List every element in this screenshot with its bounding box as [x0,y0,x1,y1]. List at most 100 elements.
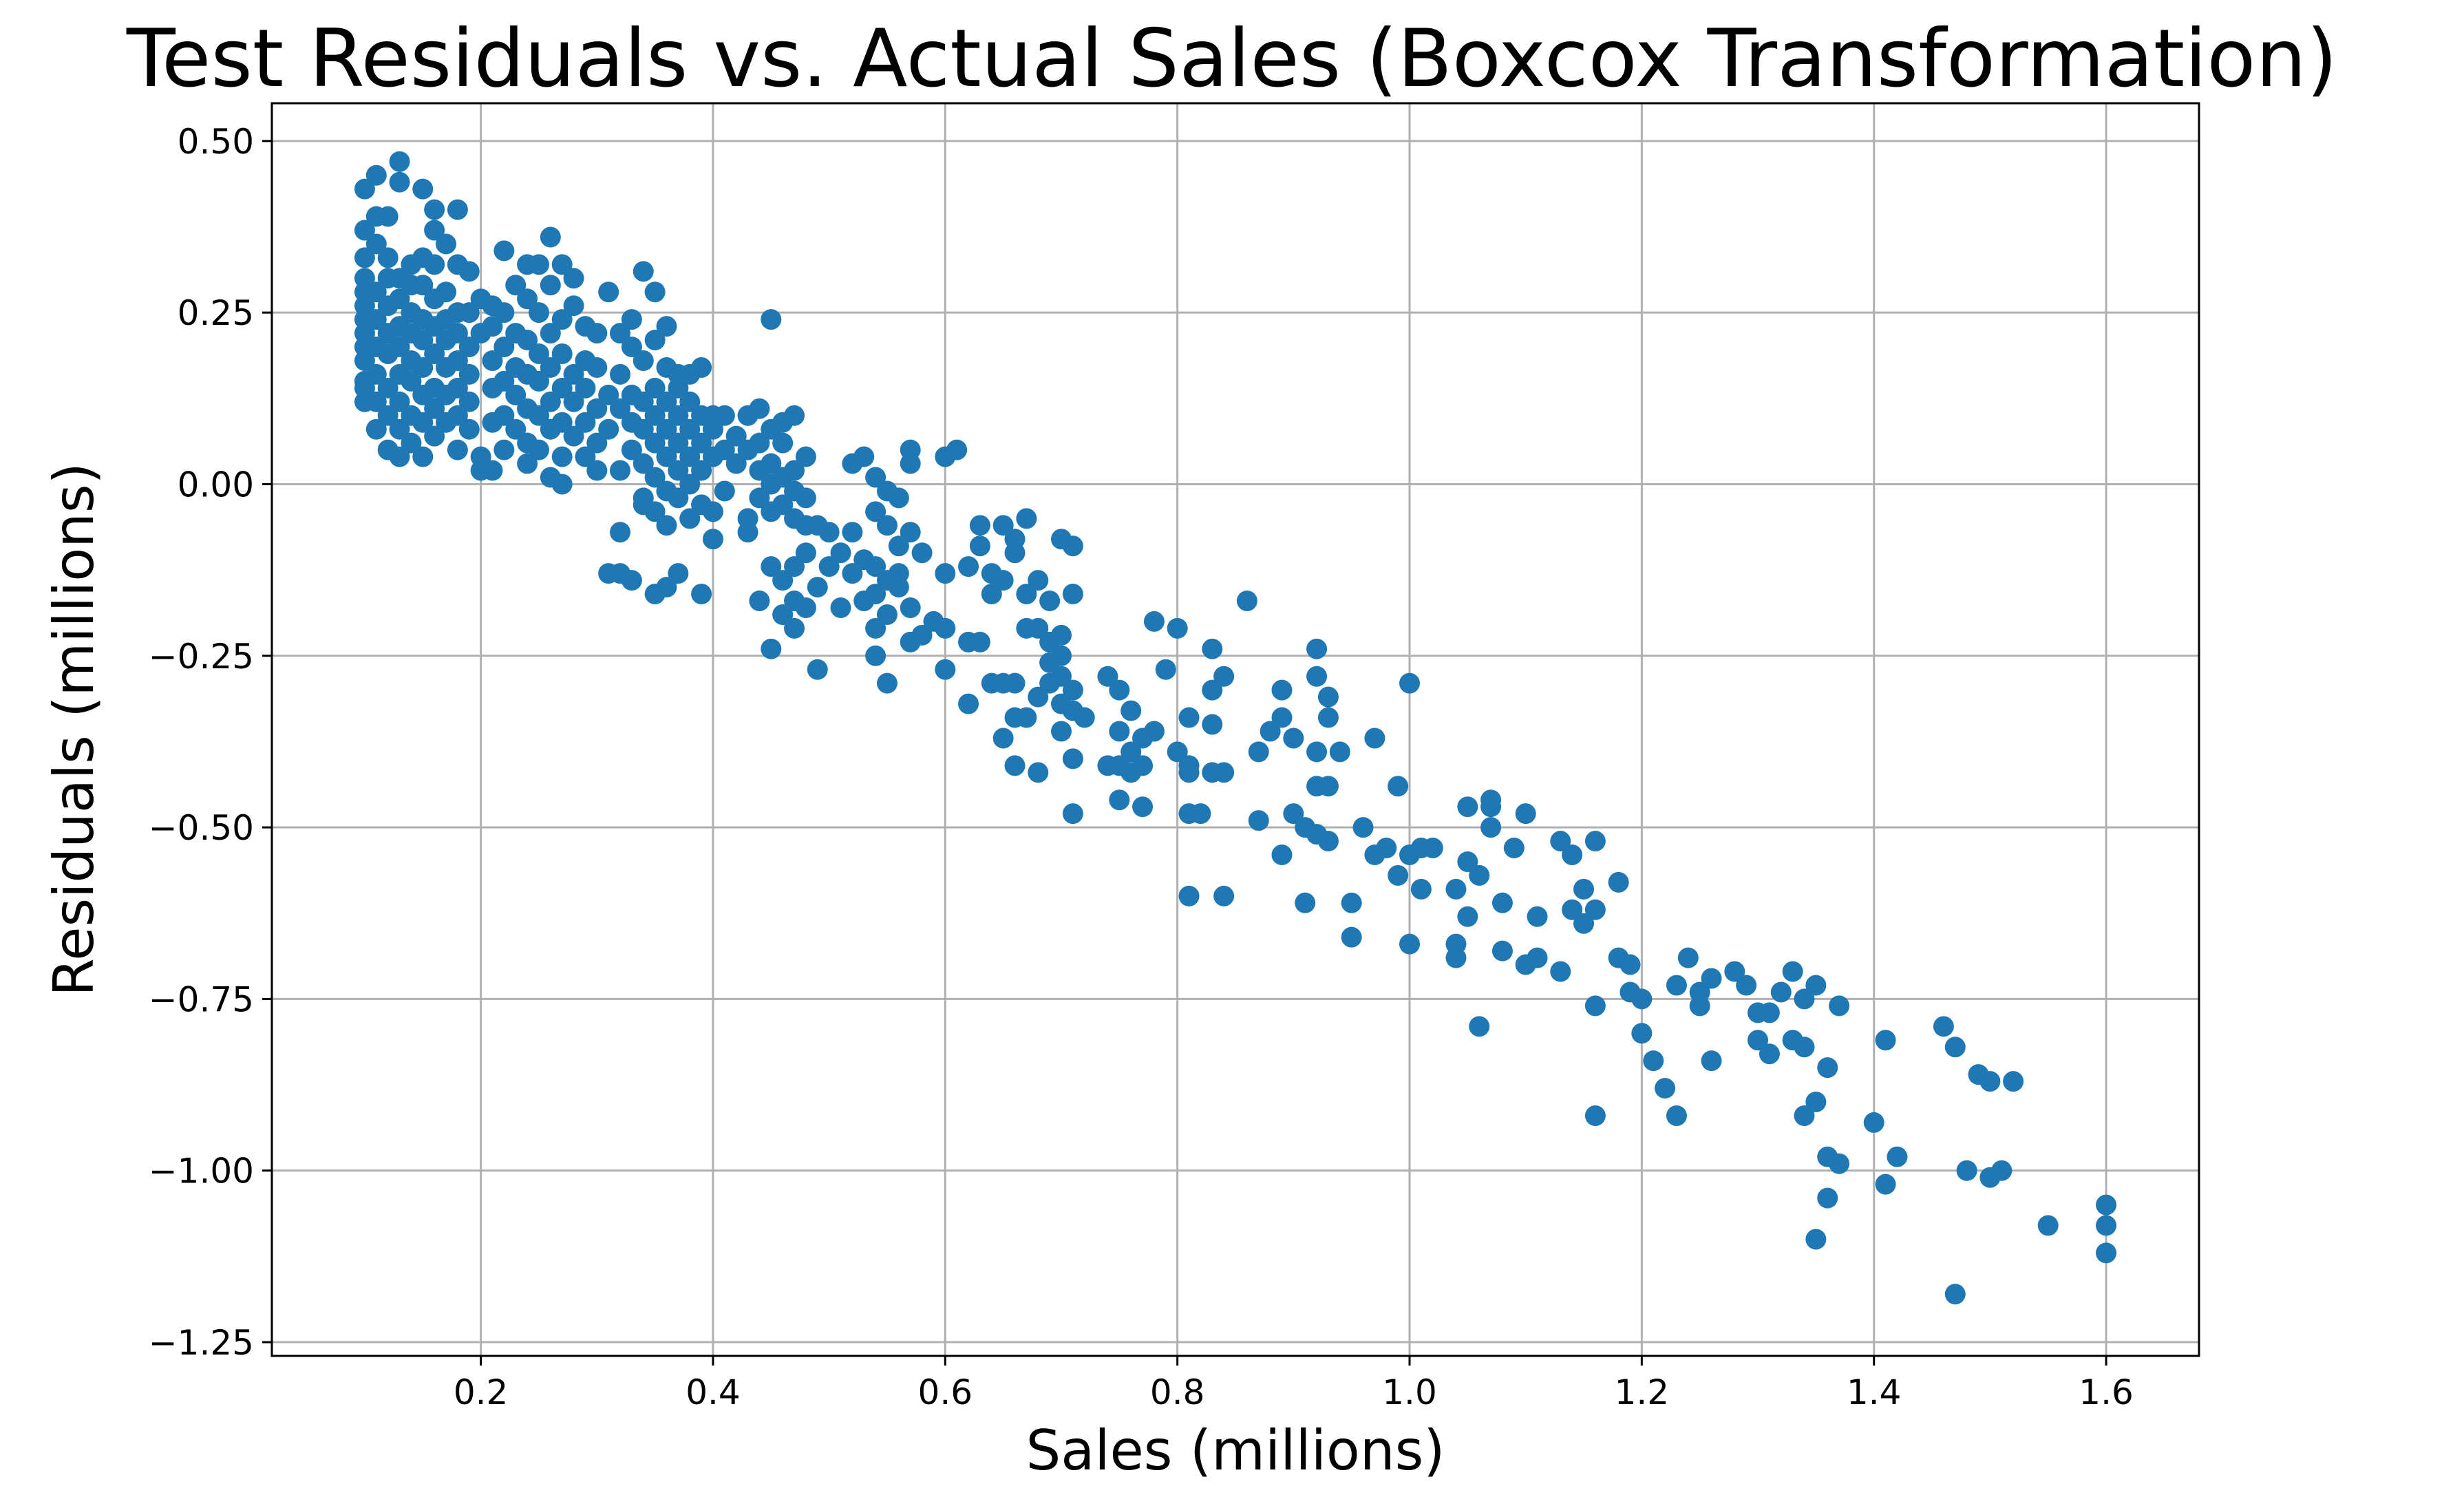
data-point [575,377,596,399]
data-point [865,501,886,522]
data-point [424,425,445,447]
x-tick-label: 0.8 [1150,1372,1205,1412]
data-point [935,659,956,680]
data-point [1944,1037,1966,1058]
data-point [447,439,468,460]
data-point [401,254,422,275]
data-point [505,418,527,440]
data-point [551,309,573,330]
data-point [610,460,631,481]
data-point [1480,796,1502,818]
data-point [818,522,840,543]
data-point [551,474,573,495]
data-point [412,275,434,296]
data-point [761,309,782,330]
data-point [424,343,445,364]
data-point [1480,817,1502,838]
data-point [969,535,990,557]
data-point [644,330,666,351]
data-point [1584,995,1606,1017]
data-point [888,563,909,584]
data-point [458,391,480,412]
data-point [2096,1194,2117,1215]
data-point [551,343,573,364]
data-point [1376,838,1397,859]
data-point [621,570,642,591]
data-point [761,638,782,659]
plot-frame [270,102,2200,1357]
data-point [830,597,851,618]
y-tick-label: 0.50 [178,122,254,162]
data-point [1584,899,1606,920]
data-point [1550,831,1571,852]
data-point [1875,1030,1896,1051]
data-point [714,405,735,426]
data-point [911,542,933,564]
data-point [540,391,561,412]
data-point [842,522,863,543]
x-tick-label: 1.0 [1382,1372,1437,1412]
data-point [668,487,689,509]
data-point [412,412,434,433]
data-point [1562,845,1583,865]
data-point [737,522,758,543]
x-tick-label: 0.4 [686,1372,741,1412]
data-point [992,728,1014,749]
data-point [1028,570,1049,591]
grid-lines [272,103,2199,1356]
data-point [482,412,503,433]
data-point [830,542,851,564]
data-point [1956,1160,1977,1181]
data-point [737,405,758,426]
data-point [458,302,480,323]
data-point [540,357,561,378]
data-point [1004,755,1026,776]
data-point [784,556,805,577]
data-point [958,556,979,577]
data-point [493,302,515,323]
data-point [1457,851,1478,872]
data-point [1039,672,1061,694]
data-point [702,501,723,522]
data-point [1759,1002,1780,1023]
data-point [493,337,515,358]
data-point [1062,535,1083,557]
data-point [1388,864,1409,886]
data-point [865,467,886,488]
data-point [691,584,712,605]
data-point [1213,885,1235,906]
data-points [354,151,2117,1305]
data-point [586,323,608,344]
data-point [1666,1105,1687,1126]
data-point [424,288,445,310]
data-point [1701,968,1722,989]
data-point [505,384,527,405]
y-tick-label: 0.25 [178,293,254,333]
data-point [377,323,399,344]
data-point [563,391,584,412]
data-point [714,480,735,502]
data-point [563,363,584,385]
data-point [1794,1037,1815,1058]
data-point [401,432,422,454]
data-point [656,446,677,467]
data-point [1295,892,1316,913]
x-tick-label: 1.4 [1847,1372,1902,1412]
data-point [458,261,480,282]
data-point [900,439,921,460]
data-point [528,370,549,392]
data-point [1190,803,1211,825]
data-point [610,522,631,543]
data-point [1121,741,1142,763]
data-point [691,432,712,454]
data-point [853,591,875,612]
data-point [528,405,549,426]
data-point [1666,975,1687,996]
data-point [1584,1105,1606,1126]
data-point [412,446,434,467]
data-point [1573,913,1595,934]
data-point [865,556,886,577]
data-point [436,384,457,405]
data-point [888,487,909,509]
